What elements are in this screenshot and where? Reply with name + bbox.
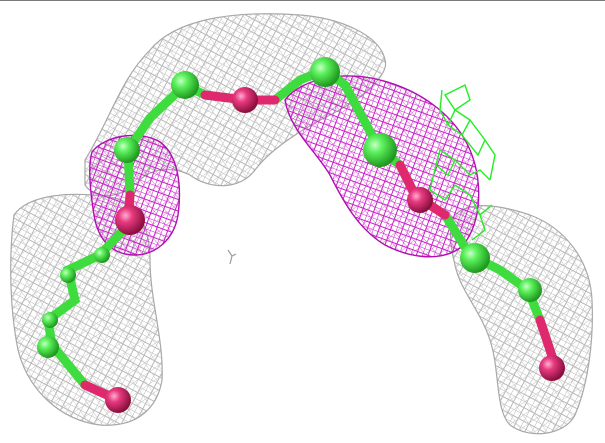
carbon-atom [60,267,76,283]
oxygen-atom [539,355,565,381]
top-border [0,0,605,1]
carbon-atom [310,57,340,87]
oxygen-atom [232,87,258,113]
carbon-atom [363,133,397,167]
carbon-atom [460,243,490,273]
stray-marker [227,249,237,265]
atoms [37,57,565,413]
oxygen-atom [407,187,433,213]
carbon-atom [518,278,542,302]
carbon-atom [94,247,110,263]
alt-conformer-lines [429,84,496,241]
carbon-atom [42,312,58,328]
carbon-atom [37,336,59,358]
oxygen-atom [105,387,131,413]
carbon-atom [114,137,140,163]
oxygen-atom [115,205,145,235]
carbon-atom [171,71,199,99]
